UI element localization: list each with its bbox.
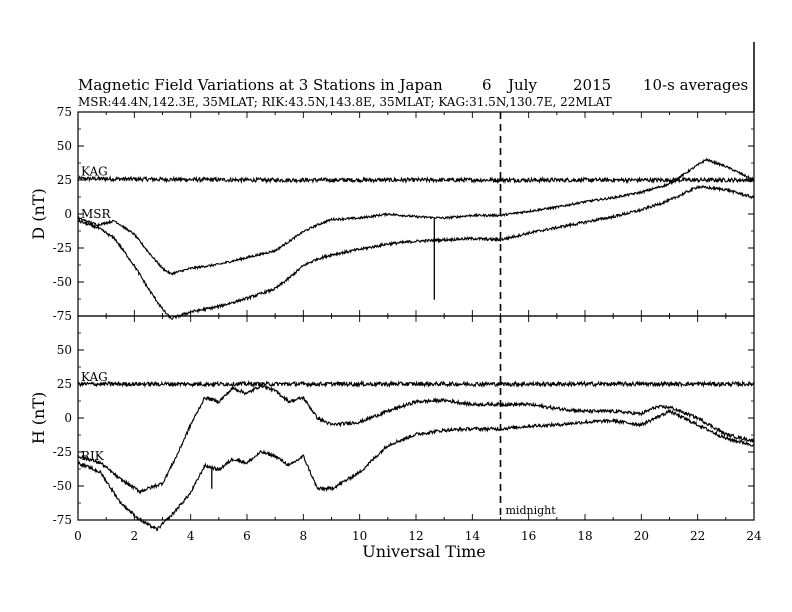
series-line-D-unlabeled-1: [77, 157, 755, 276]
x-tick-label: 10: [352, 529, 367, 543]
x-tick-label: 2: [131, 529, 139, 543]
x-tick-label: 14: [465, 529, 481, 543]
y-tick-label-D: -75: [53, 309, 72, 323]
x-tick-label: 6: [243, 529, 251, 543]
midnight-label: midnight: [506, 504, 557, 517]
series-label-H-RIK: RIK: [81, 449, 105, 463]
y-tick-label-H: -25: [53, 445, 72, 459]
x-tick-label: 18: [577, 529, 592, 543]
y-tick-label-H: -50: [53, 479, 72, 493]
x-tick-label: 16: [521, 529, 536, 543]
y-tick-label-H: -75: [53, 513, 72, 527]
x-tick-label: 24: [746, 529, 762, 543]
chart-resolution: 10-s averages: [643, 76, 748, 94]
chart-subtitle: MSR:44.4N,142.3E, 35MLAT; RIK:43.5N,143.…: [78, 95, 612, 109]
y-axis-label-D: D (nT): [29, 188, 48, 239]
y-axis-label-H: H (nT): [29, 392, 48, 445]
y-tick-label-H: 0: [64, 411, 72, 425]
x-tick-label: 8: [300, 529, 308, 543]
y-tick-label-D: -50: [53, 275, 72, 289]
x-tick-label: 20: [634, 529, 649, 543]
y-tick-label-D: 75: [57, 105, 72, 119]
x-tick-label: 4: [187, 529, 195, 543]
chart-date-year: 2015: [573, 76, 611, 94]
series-label-D-KAG: KAG: [81, 165, 108, 179]
chart-date-day: 6: [482, 76, 492, 94]
chart-title: Magnetic Field Variations at 3 Stations …: [78, 76, 443, 94]
chart-panels: 75 50 25 0 -25 -50 -75 D (nT) KAG MSR 50 25 0 -25 -50 -…: [29, 105, 762, 543]
series-label-D-MSR: MSR: [81, 207, 112, 221]
series-line-H-unlabeled-1: [77, 382, 755, 495]
y-tick-label-D: 50: [57, 139, 72, 153]
x-tick-label: 0: [74, 529, 82, 543]
chart-date-month: July: [506, 76, 537, 94]
series-line-H-KAG: [77, 379, 755, 389]
panel-frame-D: [77, 111, 755, 317]
x-tick-label: 22: [690, 529, 705, 543]
series-line-D-MSR: [77, 184, 755, 320]
y-tick-label-H: 50: [57, 343, 72, 357]
y-tick-label-D: 0: [64, 207, 72, 221]
y-tick-label-D: 25: [57, 173, 72, 187]
series-label-H-KAG: KAG: [81, 370, 108, 384]
series-line-D-KAG: [77, 174, 755, 185]
y-tick-label-H: 25: [57, 377, 72, 391]
series-line-H-RIK: [78, 409, 755, 532]
x-tick-label: 12: [408, 529, 423, 543]
x-axis-label: Universal Time: [362, 542, 485, 561]
y-tick-label-D: -25: [53, 241, 72, 255]
